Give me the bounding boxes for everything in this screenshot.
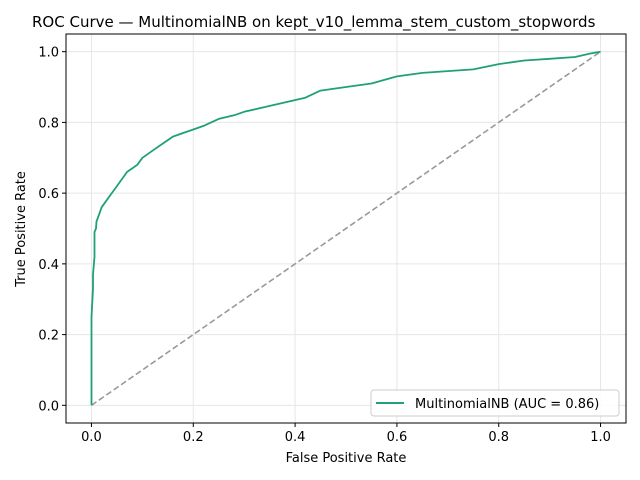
legend-label: MultinomialNB (AUC = 0.86) xyxy=(415,397,599,412)
y-tick-label: 1.0 xyxy=(38,46,59,61)
y-tick-label: 0.4 xyxy=(38,258,59,273)
roc-curve-line xyxy=(90,50,601,406)
x-tick-label: 0.0 xyxy=(81,430,102,445)
x-tick-label: 0.4 xyxy=(285,430,306,445)
chart-title: ROC Curve — MultinomialNB on kept_v10_le… xyxy=(32,13,596,32)
y-tick-label: 0.6 xyxy=(38,187,59,202)
y-tick-label: 0.8 xyxy=(38,116,59,131)
chance-diagonal-line xyxy=(91,51,601,406)
x-tick-label: 1.0 xyxy=(590,430,611,445)
x-tick-label: 0.2 xyxy=(183,430,204,445)
y-axis-label: True Positive Rate xyxy=(14,171,29,288)
x-axis-label: False Positive Rate xyxy=(286,451,407,466)
axis-ticks: 0.0 0.2 0.4 0.6 0.8 1.0 0.0 0.2 0.4 0.6 0.8 1.0 xyxy=(38,46,611,445)
y-tick-label: 0.0 xyxy=(38,399,59,414)
legend-box xyxy=(370,389,620,417)
plot-area xyxy=(90,50,601,406)
x-tick-label: 0.6 xyxy=(387,430,408,445)
legend: MultinomialNB (AUC = 0.86) xyxy=(370,389,620,417)
x-tick-label: 0.8 xyxy=(488,430,509,445)
y-tick-label: 0.2 xyxy=(38,329,59,344)
axes-frame xyxy=(65,33,627,424)
grid xyxy=(66,34,626,423)
